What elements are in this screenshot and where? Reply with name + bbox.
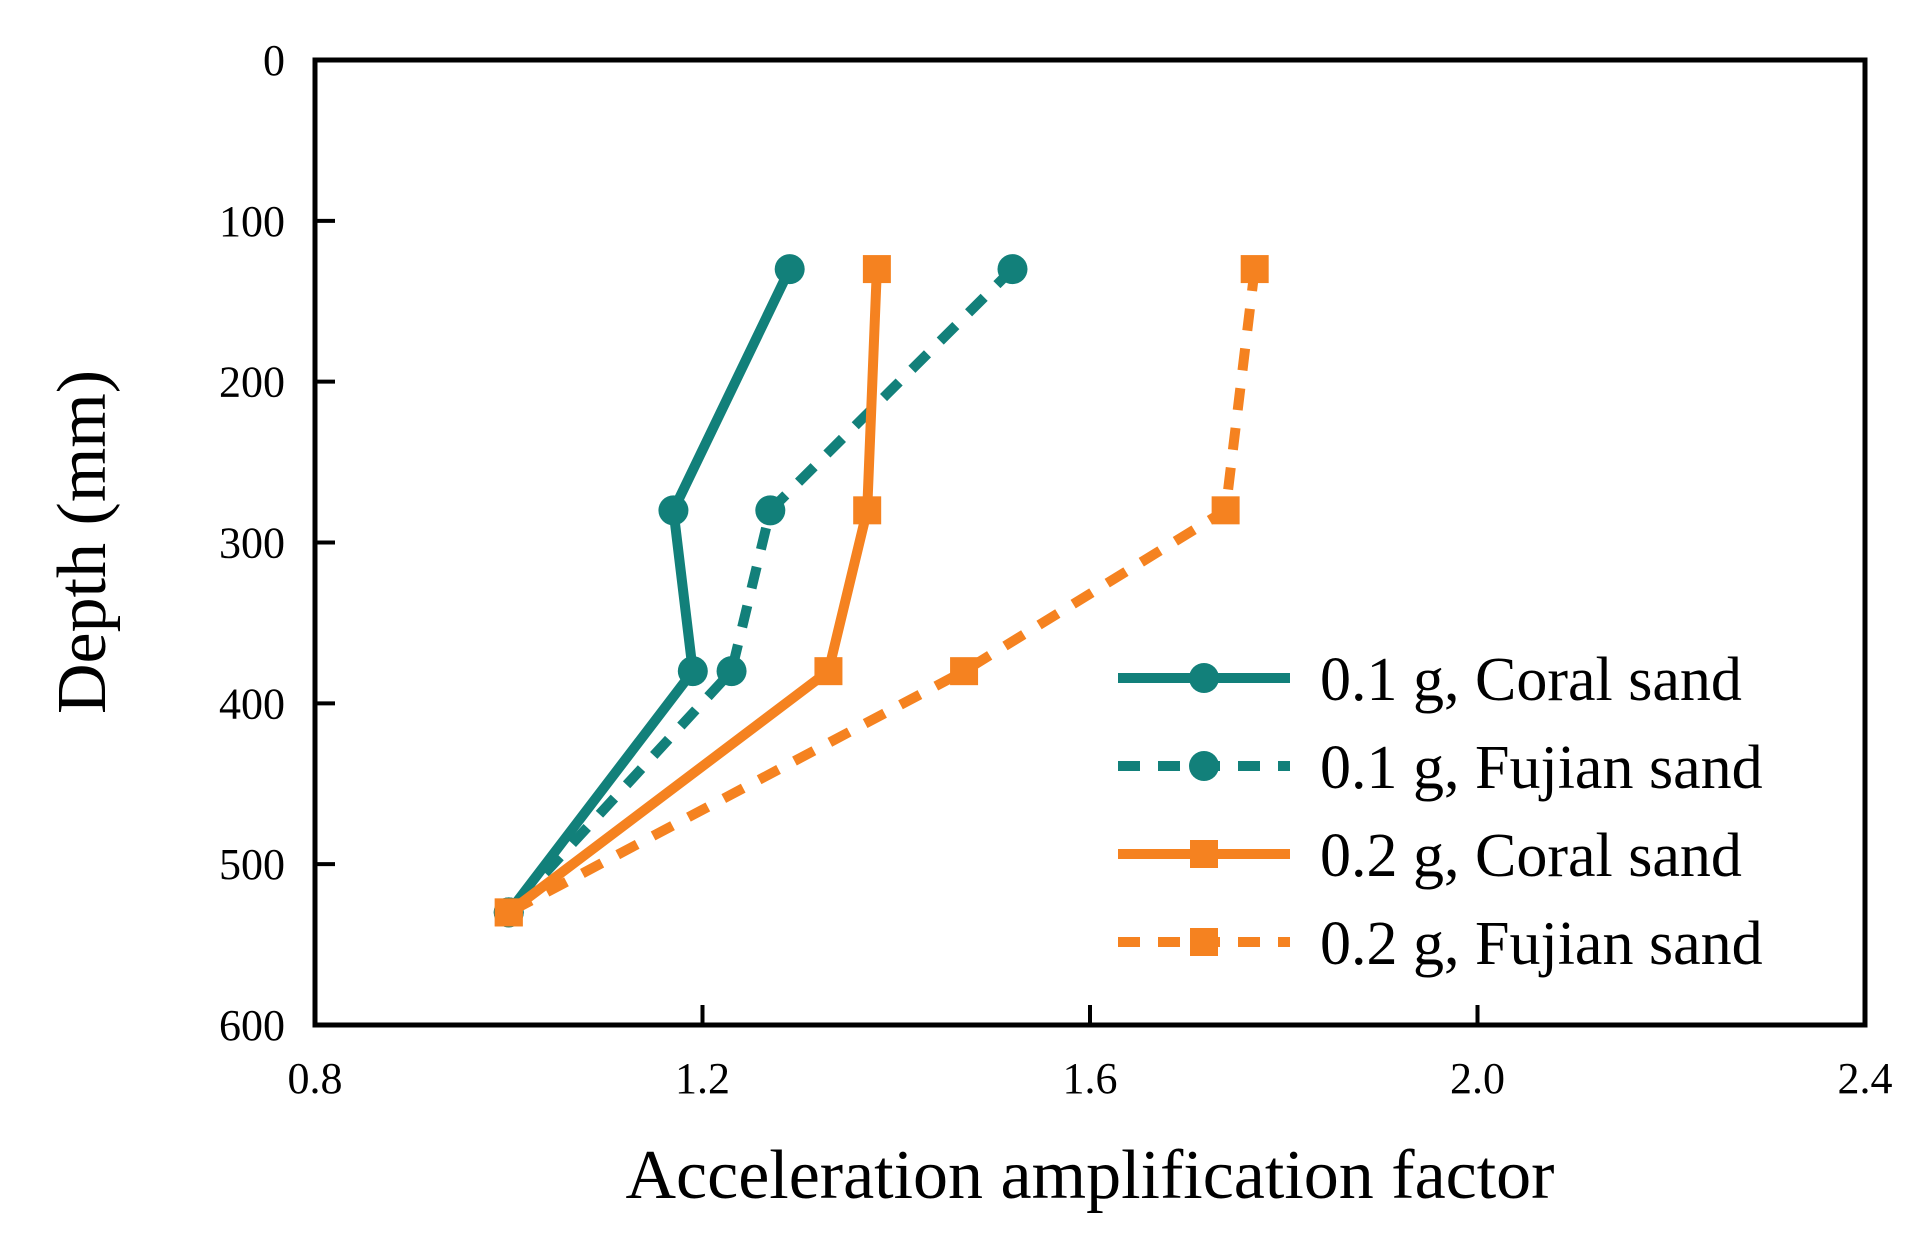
series-layer [493, 254, 1269, 928]
data-point [853, 496, 882, 525]
data-point [1211, 496, 1240, 525]
data-point [774, 254, 805, 285]
tick-layer: 0.8 1.2 1.6 2.0 2.4 0 100 200 300 400 500 600 [219, 36, 1893, 1103]
x-tick-label: 1.6 [1063, 1054, 1118, 1103]
y-tick-label: 600 [219, 1001, 285, 1050]
series-line [505, 268, 882, 917]
legend: 0.1 g, Coral sand 0.1 g, Fujian sand 0.2 g… [1118, 646, 1763, 978]
data-point [677, 656, 708, 687]
legend-item: 0.1 g, Fujian sand [1118, 734, 1763, 802]
y-tick-label: 500 [219, 840, 285, 889]
x-axis-title: Acceleration amplification factor [626, 1137, 1555, 1214]
data-point [658, 495, 689, 526]
legend-label: 0.2 g, Coral sand [1320, 822, 1742, 890]
legend-item: 0.2 g, Coral sand [1118, 822, 1742, 890]
y-tick-label: 400 [219, 679, 285, 728]
legend-marker [1190, 928, 1218, 956]
series-line [504, 266, 795, 916]
series-3 [494, 255, 891, 927]
data-point [755, 495, 786, 526]
legend-marker [1190, 840, 1218, 868]
data-point [950, 657, 979, 686]
legend-marker [1189, 663, 1219, 693]
x-tick-label: 0.8 [288, 1054, 343, 1103]
data-point [1240, 255, 1269, 284]
series-line [505, 265, 1017, 916]
y-axis-title: Depth (mm) [44, 370, 121, 714]
legend-label: 0.1 g, Fujian sand [1320, 734, 1763, 802]
series-4 [494, 255, 1269, 927]
data-point [716, 656, 747, 687]
data-point [814, 657, 843, 686]
legend-item: 0.1 g, Coral sand [1118, 646, 1742, 714]
x-tick-label: 1.2 [675, 1054, 730, 1103]
y-tick-label: 0 [263, 36, 285, 85]
x-tick-label: 2.4 [1838, 1054, 1893, 1103]
data-point [494, 898, 523, 927]
data-point [862, 255, 891, 284]
series-1 [493, 254, 805, 928]
legend-label: 0.2 g, Fujian sand [1320, 910, 1763, 978]
legend-item: 0.2 g, Fujian sand [1118, 910, 1763, 978]
legend-label: 0.1 g, Coral sand [1320, 646, 1742, 714]
legend-marker [1189, 751, 1219, 781]
series-line [506, 268, 1260, 917]
y-tick-label: 200 [219, 358, 285, 407]
y-tick-label: 100 [219, 197, 285, 246]
y-tick-label: 300 [219, 519, 285, 568]
data-point [997, 254, 1028, 285]
x-tick-label: 2.0 [1450, 1054, 1505, 1103]
